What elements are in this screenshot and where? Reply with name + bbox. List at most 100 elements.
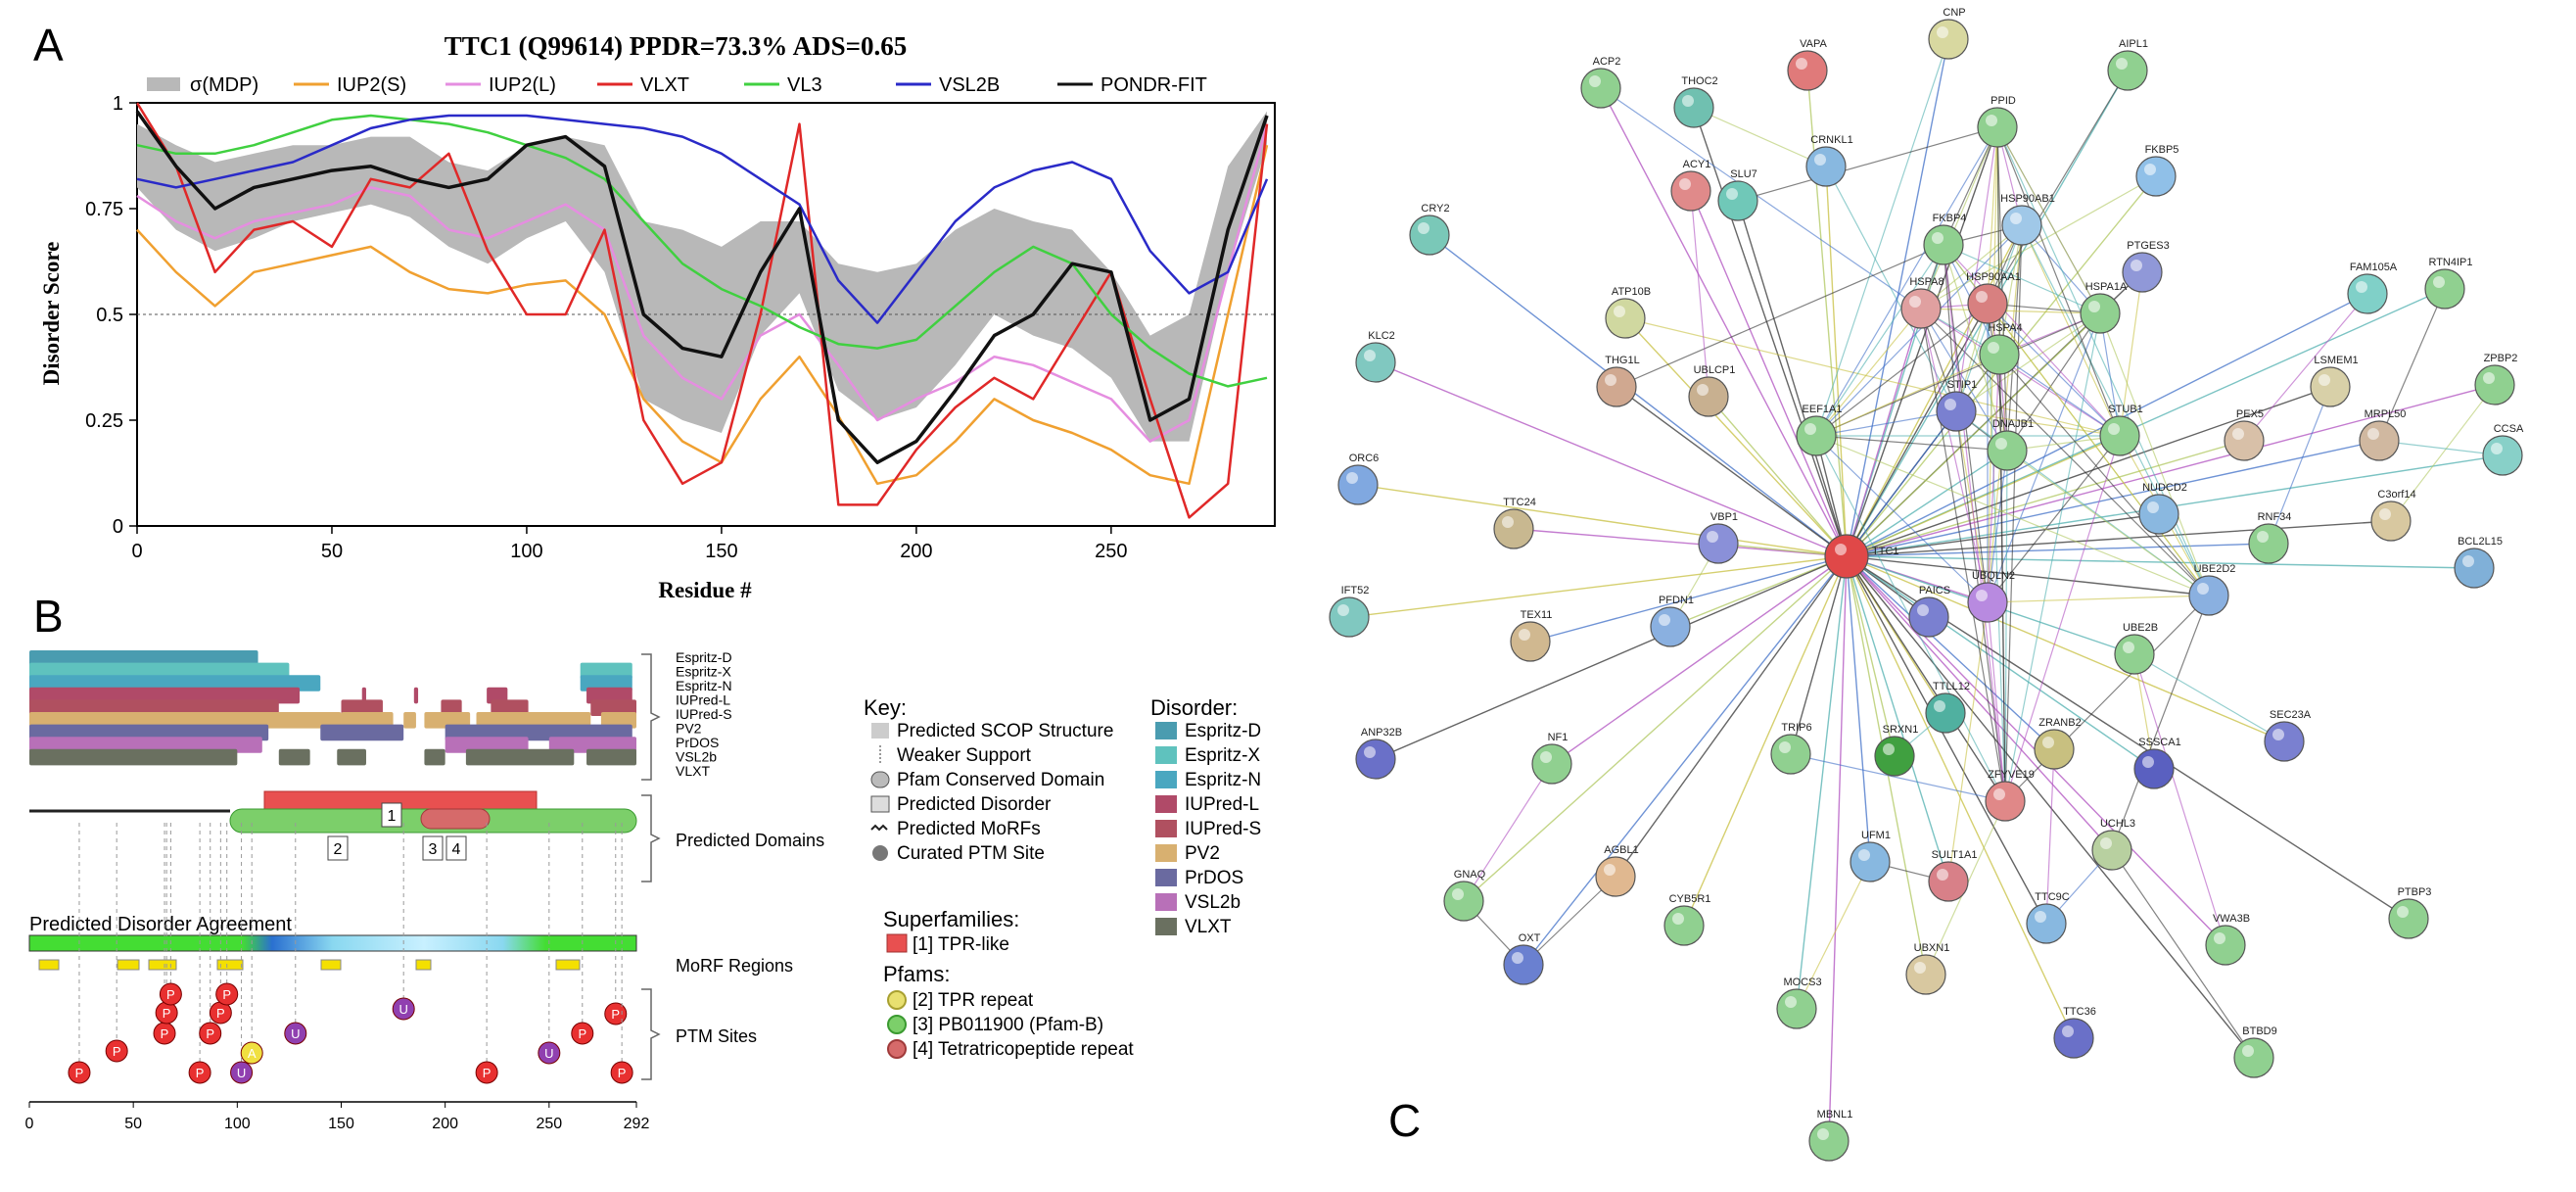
protein-node-mocs3[interactable]: MOCS3 <box>1776 977 1822 1029</box>
node-circle[interactable] <box>1329 596 1370 638</box>
node-circle[interactable] <box>2347 273 2388 314</box>
protein-node-vapa[interactable]: VAPA <box>1787 38 1828 91</box>
protein-node-zfyve19[interactable]: ZFYVE19 <box>1985 769 2035 822</box>
protein-node-trip6[interactable]: TRIP6 <box>1770 722 1812 775</box>
node-circle[interactable] <box>1770 734 1811 775</box>
protein-node-ttc36[interactable]: TTC36 <box>2053 1006 2096 1059</box>
node-circle[interactable] <box>1908 596 1949 638</box>
node-circle[interactable] <box>1698 523 1739 564</box>
node-circle[interactable] <box>1355 739 1396 780</box>
protein-node-zranb2[interactable]: ZRANB2 <box>2034 717 2082 770</box>
protein-node-mrpl50[interactable]: MRPL50 <box>2359 408 2406 461</box>
protein-node-tex11[interactable]: TEX11 <box>1510 609 1552 662</box>
protein-node-slu7[interactable]: SLU7 <box>1717 168 1758 221</box>
protein-node-stip1[interactable]: STIP1 <box>1936 379 1977 432</box>
node-circle[interactable] <box>1493 508 1534 549</box>
protein-node-crnkl1[interactable]: CRNKL1 <box>1805 134 1853 187</box>
node-circle[interactable] <box>1900 288 1942 329</box>
node-circle[interactable] <box>2122 252 2163 293</box>
protein-node-ptges3[interactable]: PTGES3 <box>2122 240 2170 293</box>
node-circle[interactable] <box>1923 224 1964 265</box>
protein-node-sult1a1[interactable]: SULT1A1 <box>1928 849 1977 902</box>
protein-node-uchl3[interactable]: UCHL3 <box>2091 818 2135 871</box>
node-circle[interactable] <box>2133 748 2175 789</box>
node-circle[interactable] <box>2233 1037 2274 1078</box>
protein-node-ublcp1[interactable]: UBLCP1 <box>1688 364 1735 417</box>
node-circle[interactable] <box>1987 430 2028 471</box>
protein-node-ttc1[interactable]: TTC1 <box>1824 534 1899 579</box>
node-circle[interactable] <box>1580 68 1621 109</box>
node-circle[interactable] <box>2026 903 2067 944</box>
protein-node-nf1[interactable]: NF1 <box>1531 732 1572 785</box>
node-circle[interactable] <box>1531 743 1572 785</box>
protein-node-fkbp4[interactable]: FKBP4 <box>1923 213 1966 265</box>
protein-node-ppid[interactable]: PPID <box>1977 95 2018 148</box>
protein-node-vwa3b[interactable]: VWA3B <box>2205 913 2250 966</box>
node-circle[interactable] <box>1928 861 1969 902</box>
node-circle[interactable] <box>1805 146 1847 187</box>
node-circle[interactable] <box>1808 1120 1850 1162</box>
node-circle[interactable] <box>1443 881 1484 922</box>
node-circle[interactable] <box>1337 464 1379 505</box>
protein-node-agbl1[interactable]: AGBL1 <box>1595 844 1639 897</box>
protein-node-atp10b[interactable]: ATP10B <box>1605 286 1651 339</box>
protein-node-vbp1[interactable]: VBP1 <box>1698 511 1739 564</box>
protein-node-ift52[interactable]: IFT52 <box>1329 585 1370 638</box>
node-circle[interactable] <box>1503 944 1544 985</box>
node-circle[interactable] <box>1605 298 1646 339</box>
protein-node-hsp90ab1[interactable]: HSP90AB1 <box>2000 193 2055 246</box>
protein-node-ttc24[interactable]: TTC24 <box>1493 497 1536 549</box>
node-circle[interactable] <box>1928 19 1969 60</box>
node-circle[interactable] <box>2454 548 2495 589</box>
protein-node-fam105a[interactable]: FAM105A <box>2347 262 2398 314</box>
node-circle[interactable] <box>1596 366 1637 407</box>
node-circle[interactable] <box>1824 534 1869 579</box>
protein-node-thoc2[interactable]: THOC2 <box>1673 75 1718 128</box>
protein-node-rtn4ip1[interactable]: RTN4IP1 <box>2424 257 2473 310</box>
protein-node-ubqln2[interactable]: UBQLN2 <box>1967 570 2015 623</box>
node-circle[interactable] <box>1850 841 1891 882</box>
node-circle[interactable] <box>2248 523 2289 564</box>
protein-node-pex5[interactable]: PEX5 <box>2224 408 2265 461</box>
node-circle[interactable] <box>1979 334 2020 375</box>
node-circle[interactable] <box>2114 634 2155 675</box>
protein-node-anp32b[interactable]: ANP32B <box>1355 727 1402 780</box>
protein-node-ube2d2[interactable]: UBE2D2 <box>2188 563 2235 616</box>
protein-node-fkbp5[interactable]: FKBP5 <box>2135 144 2178 197</box>
protein-node-thg1l[interactable]: THG1L <box>1596 355 1640 407</box>
node-circle[interactable] <box>2424 268 2465 310</box>
protein-node-acy1[interactable]: ACY1 <box>1670 159 1711 212</box>
node-circle[interactable] <box>1663 905 1705 946</box>
node-circle[interactable] <box>2138 494 2179 535</box>
protein-node-hspa4[interactable]: HSPA4 <box>1979 322 2023 375</box>
protein-node-cry2[interactable]: CRY2 <box>1409 203 1450 256</box>
protein-node-aipl1[interactable]: AIPL1 <box>2107 38 2148 91</box>
protein-node-gnaq[interactable]: GNAQ <box>1443 869 1486 922</box>
node-circle[interactable] <box>1717 180 1758 221</box>
protein-node-mbnl1[interactable]: MBNL1 <box>1808 1109 1852 1162</box>
node-circle[interactable] <box>2482 435 2523 476</box>
node-circle[interactable] <box>2188 575 2229 616</box>
node-circle[interactable] <box>1977 107 2018 148</box>
node-circle[interactable] <box>2091 830 2132 871</box>
protein-node-ptbp3[interactable]: PTBP3 <box>2388 886 2431 939</box>
node-circle[interactable] <box>2388 898 2429 939</box>
node-circle[interactable] <box>1967 283 2008 324</box>
node-circle[interactable] <box>2205 925 2246 966</box>
protein-node-nudcd2[interactable]: NUDCD2 <box>2138 482 2187 535</box>
node-circle[interactable] <box>2224 420 2265 461</box>
node-circle[interactable] <box>1967 582 2008 623</box>
protein-node-paics[interactable]: PAICS <box>1908 585 1950 638</box>
protein-node-dnajb1[interactable]: DNAJB1 <box>1987 418 2034 471</box>
node-circle[interactable] <box>2370 501 2412 542</box>
node-circle[interactable] <box>2135 156 2177 197</box>
protein-node-eef1a1[interactable]: EEF1A1 <box>1796 404 1842 456</box>
node-circle[interactable] <box>2264 721 2305 762</box>
protein-node-ttll12[interactable]: TTLL12 <box>1925 681 1970 734</box>
node-circle[interactable] <box>2034 729 2075 770</box>
node-circle[interactable] <box>2080 293 2121 334</box>
node-circle[interactable] <box>1688 376 1729 417</box>
node-circle[interactable] <box>2474 364 2515 405</box>
node-circle[interactable] <box>1787 50 1828 91</box>
node-circle[interactable] <box>1905 954 1946 995</box>
